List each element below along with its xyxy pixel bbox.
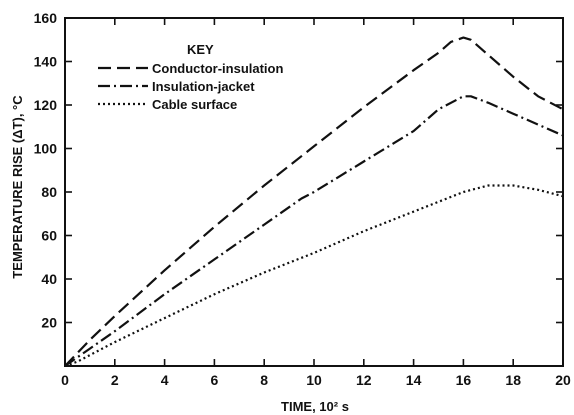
legend-entry-label: Insulation-jacket <box>152 79 255 94</box>
y-tick-label: 140 <box>34 54 58 70</box>
y-tick-label: 120 <box>34 97 58 113</box>
x-axis-label: TIME, 10² s <box>281 399 349 414</box>
x-tick-label: 14 <box>406 372 422 388</box>
legend-title: KEY <box>187 42 214 57</box>
x-tick-label: 0 <box>61 372 69 388</box>
x-tick-label: 8 <box>260 372 268 388</box>
y-axis-label: TEMPERATURE RISE (ΔT), °C <box>10 95 25 279</box>
x-tick-label: 4 <box>161 372 169 388</box>
chart-legend: KEY Conductor-insulation Insulation-jacke… <box>98 42 283 112</box>
x-tick-label: 12 <box>356 372 372 388</box>
y-tick-label: 40 <box>41 271 57 287</box>
x-tick-label: 20 <box>555 372 571 388</box>
y-tick-label: 100 <box>34 141 58 157</box>
x-tick-label: 2 <box>111 372 119 388</box>
y-tick-label: 80 <box>41 184 57 200</box>
x-tick-label: 10 <box>306 372 322 388</box>
series-line-dashed <box>64 36 564 367</box>
y-tick-label: 160 <box>34 10 58 26</box>
series-line-dotted <box>64 184 564 368</box>
y-tick-label: 20 <box>41 315 57 331</box>
x-tick-label: 18 <box>505 372 521 388</box>
legend-entry-label: Cable surface <box>152 97 237 112</box>
x-tick-label: 6 <box>211 372 219 388</box>
x-tick-label: 16 <box>456 372 472 388</box>
series-line-dashdot <box>64 95 564 367</box>
legend-entry-label: Conductor-insulation <box>152 61 283 76</box>
y-tick-label: 60 <box>41 228 57 244</box>
chart-series <box>64 36 564 368</box>
chart-axes: 02468101214161820020406080100120140160 <box>34 10 571 388</box>
